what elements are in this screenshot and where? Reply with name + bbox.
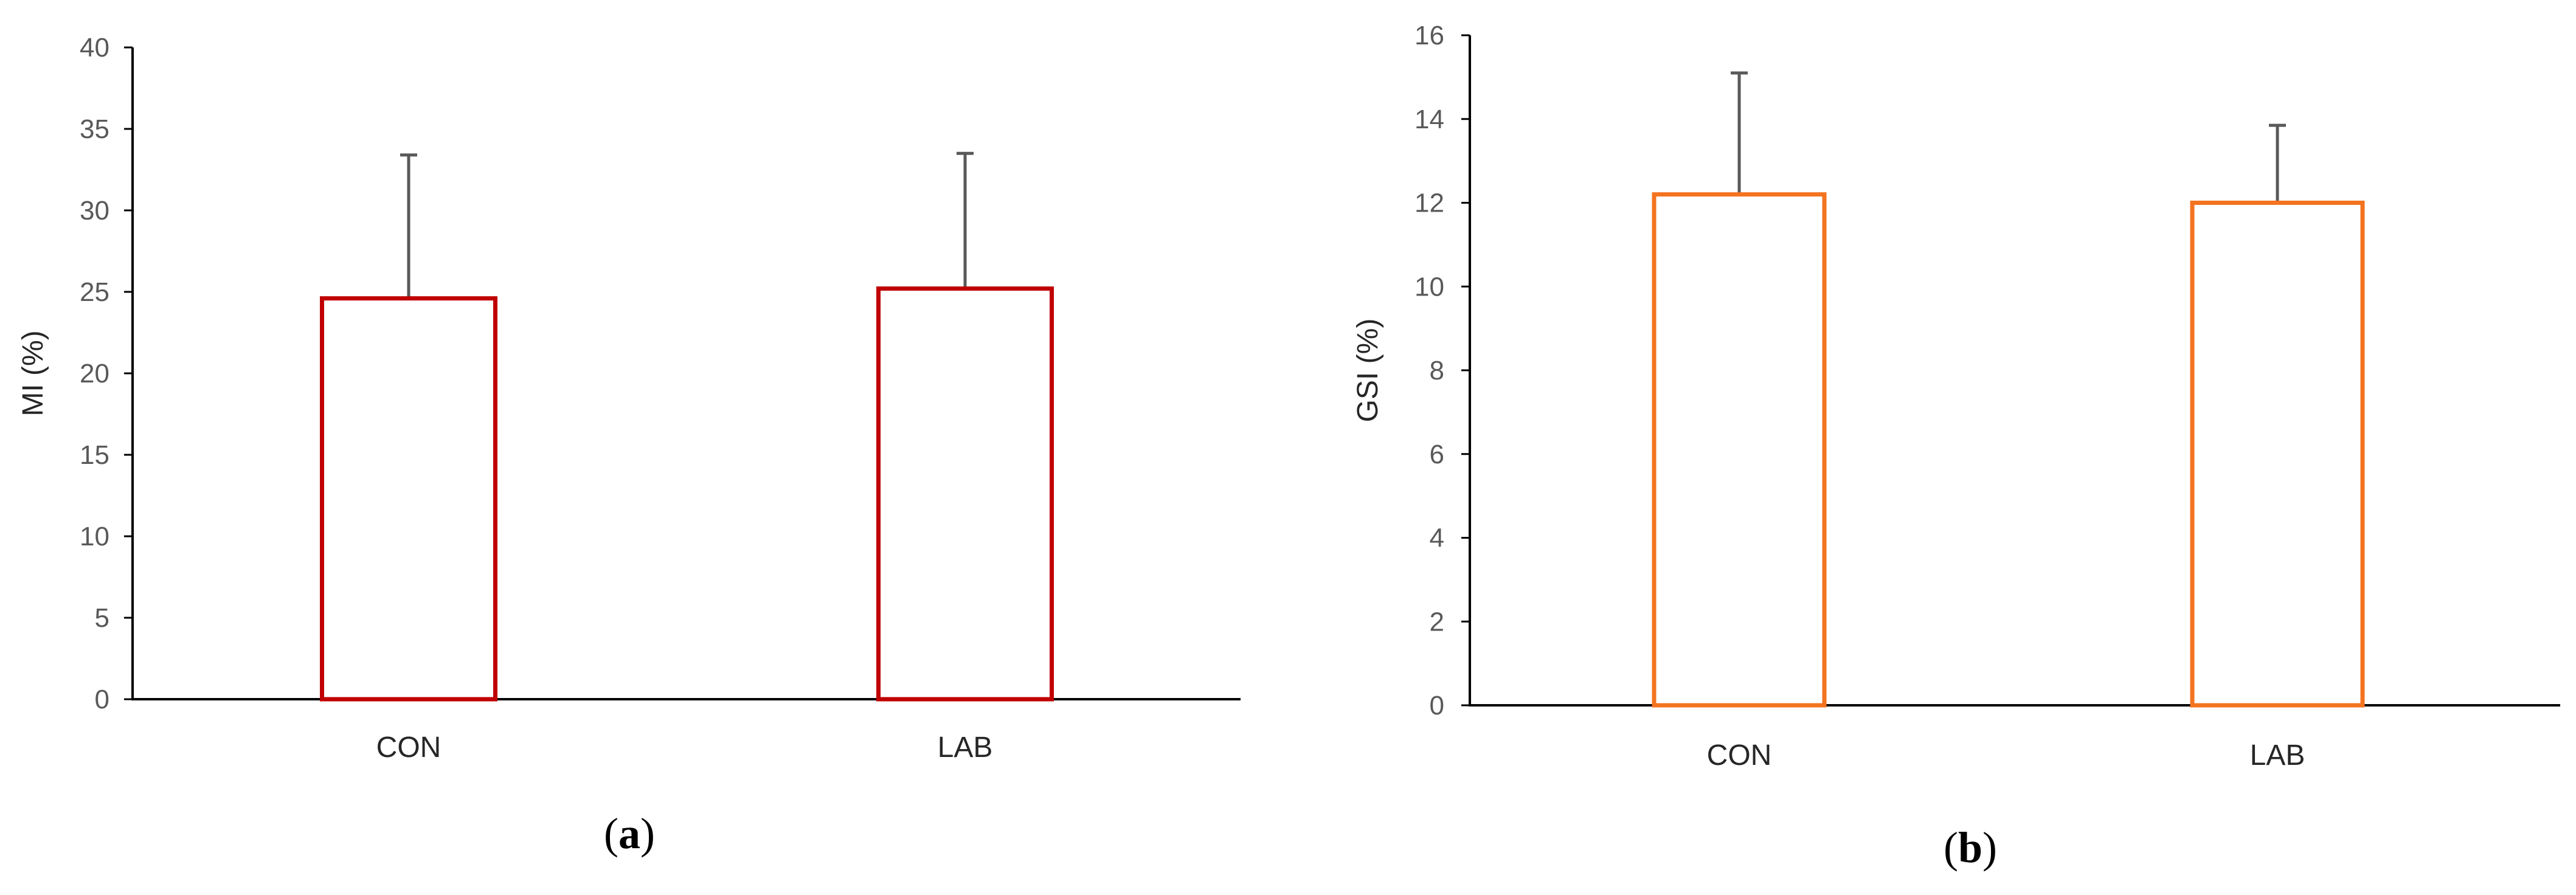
y-tick-label: 30 — [80, 196, 109, 226]
bar-lab — [2190, 201, 2365, 708]
y-tick-label: 12 — [1414, 188, 1444, 218]
y-tick-label: 2 — [1430, 607, 1444, 637]
y-tick-label: 15 — [80, 440, 109, 470]
y-tick-label: 16 — [1414, 21, 1444, 50]
bar-lab — [876, 286, 1054, 702]
panel-label: (a) — [604, 809, 655, 858]
y-axis-title: MI (%) — [17, 330, 49, 416]
x-category-label: CON — [1707, 739, 1772, 772]
y-tick-label: 40 — [80, 33, 109, 63]
panel-label: (b) — [1944, 823, 1997, 872]
y-tick-label: 20 — [80, 359, 109, 389]
y-tick-label: 10 — [80, 522, 109, 551]
y-tick-label: 10 — [1414, 272, 1444, 302]
y-tick-label: 35 — [80, 114, 109, 144]
y-tick-label: 14 — [1414, 105, 1444, 134]
y-tick-label: 6 — [1430, 440, 1444, 469]
panel-label-letter: a — [618, 809, 640, 858]
y-tick-label: 0 — [95, 685, 109, 714]
y-axis-title: GSI (%) — [1352, 319, 1384, 423]
y-tick-label: 8 — [1430, 356, 1444, 385]
chart-panel-b: 0 2 4 6 8 10 12 14 16 GSI (%) CON LAB (b) — [1352, 21, 2560, 872]
y-tick-label: 4 — [1430, 524, 1444, 553]
bar-con — [1652, 192, 1827, 708]
bar-con — [320, 296, 497, 702]
x-category-label: LAB — [2250, 739, 2305, 772]
y-tick-label: 25 — [80, 277, 109, 307]
y-tick-label: 0 — [1430, 691, 1444, 720]
chart-panel-a: 0 5 10 15 20 25 30 35 40 MI (%) CON LAB (a) — [17, 33, 1241, 858]
y-tick-label: 5 — [95, 603, 109, 633]
panel-label-letter: b — [1958, 823, 1982, 872]
x-category-label: CON — [376, 731, 441, 764]
x-category-label: LAB — [938, 731, 993, 764]
